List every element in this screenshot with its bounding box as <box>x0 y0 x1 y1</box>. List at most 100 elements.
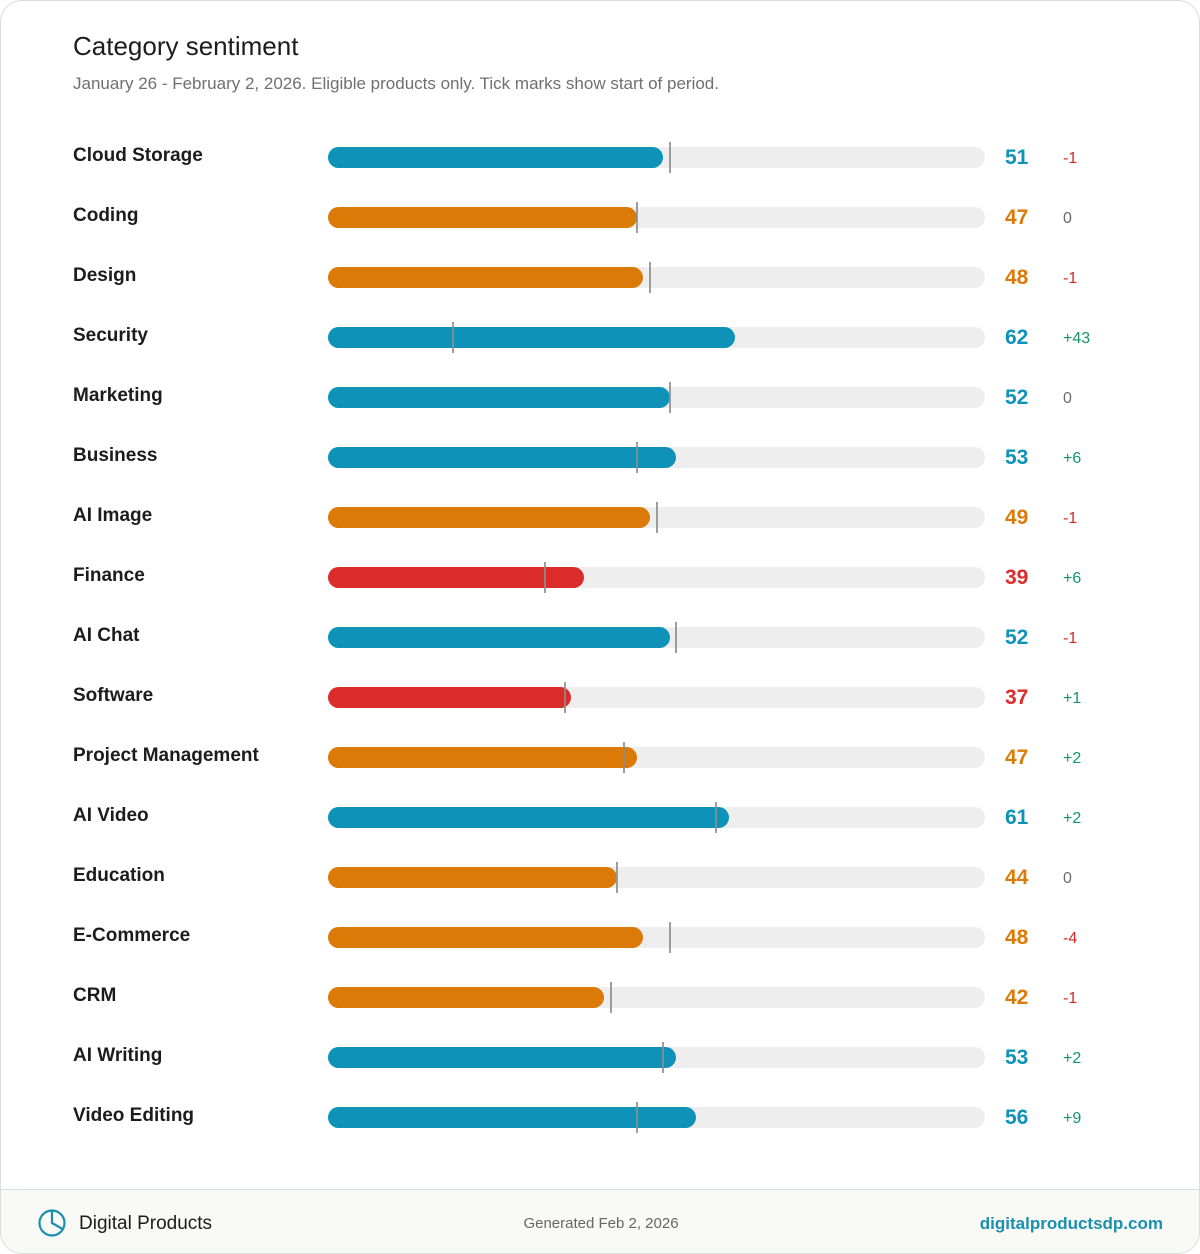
value-label: 44 <box>1005 866 1029 889</box>
bar-track <box>328 142 985 173</box>
bar-track <box>328 382 985 413</box>
change-label: +6 <box>1063 450 1082 467</box>
bar-track <box>328 322 985 353</box>
bar-fill <box>328 207 637 228</box>
start-tick <box>563 682 566 713</box>
bar-row: AI Writing 53 +2 <box>1 1027 1199 1087</box>
bar-row: Finance 39 +6 <box>1 547 1199 607</box>
start-tick <box>668 382 671 413</box>
category-label: AI Image <box>73 505 153 526</box>
chart-subtitle: January 26 - February 2, 2026. Eligible … <box>73 74 719 93</box>
bar-fill <box>328 1047 677 1068</box>
pie-chart-icon <box>38 1209 66 1237</box>
start-tick <box>655 502 658 533</box>
value-label: 42 <box>1005 986 1029 1009</box>
value-label: 56 <box>1005 1106 1029 1129</box>
change-label: -1 <box>1063 990 1078 1007</box>
category-label: Cloud Storage <box>73 145 203 166</box>
start-tick <box>648 262 651 293</box>
start-tick <box>635 442 638 473</box>
site-link[interactable]: digitalproductsdp.com <box>979 1214 1163 1233</box>
bar-row: Video Editing 56 +9 <box>1 1087 1199 1147</box>
bar-row: E-Commerce 48 -4 <box>1 907 1199 967</box>
bar-row: Business 53 +6 <box>1 427 1199 487</box>
bar-fill <box>328 627 670 648</box>
value-label: 47 <box>1005 746 1029 769</box>
bar-track <box>328 562 985 593</box>
start-tick <box>668 922 671 953</box>
change-label: +43 <box>1063 330 1091 347</box>
bar-fill <box>328 687 572 708</box>
bar-fill <box>328 867 618 888</box>
bar-track <box>328 682 985 713</box>
value-label: 37 <box>1005 686 1029 709</box>
bar-fill <box>328 507 650 528</box>
bar-track <box>328 1102 985 1133</box>
start-tick <box>609 982 612 1013</box>
value-label: 48 <box>1005 926 1029 949</box>
bar-row: AI Video 61 +2 <box>1 787 1199 847</box>
bar-row: CRM 42 -1 <box>1 967 1199 1027</box>
change-label: -1 <box>1063 510 1078 527</box>
value-label: 39 <box>1005 566 1029 589</box>
category-label: Education <box>73 865 165 886</box>
value-label: 48 <box>1005 266 1029 289</box>
bar-fill <box>328 807 729 828</box>
change-label: -1 <box>1063 630 1078 647</box>
value-label: 62 <box>1005 326 1029 349</box>
bar-row: AI Image 49 -1 <box>1 487 1199 547</box>
bar-track <box>328 262 985 293</box>
bar-track <box>328 922 985 953</box>
footer: Digital Products Generated Feb 2, 2026 d… <box>1 1189 1199 1253</box>
value-label: 53 <box>1005 446 1029 469</box>
bar-track <box>328 862 985 893</box>
value-label: 51 <box>1005 146 1029 169</box>
change-label: -4 <box>1063 930 1078 947</box>
bar-fill <box>328 447 677 468</box>
change-label: +1 <box>1063 690 1082 707</box>
change-label: 0 <box>1063 870 1072 887</box>
bar-track <box>328 982 985 1013</box>
bar-row: Project Management 47 +2 <box>1 727 1199 787</box>
bar-track <box>328 742 985 773</box>
start-tick <box>668 142 671 173</box>
value-label: 61 <box>1005 806 1029 829</box>
bar-fill <box>328 327 736 348</box>
bar-fill <box>328 987 604 1008</box>
generated-date: Generated Feb 2, 2026 <box>523 1215 679 1232</box>
category-label: Finance <box>73 565 145 586</box>
bar-row: Cloud Storage 51 -1 <box>1 127 1199 187</box>
value-label: 52 <box>1005 626 1029 649</box>
bar-track <box>328 442 985 473</box>
change-label: +9 <box>1063 1110 1082 1127</box>
bar-track <box>328 202 985 233</box>
category-label: Design <box>73 265 137 286</box>
bar-fill <box>328 1107 696 1128</box>
change-label: -1 <box>1063 150 1078 167</box>
change-label: +6 <box>1063 570 1082 587</box>
value-label: 49 <box>1005 506 1029 529</box>
change-label: -1 <box>1063 270 1078 287</box>
start-tick <box>714 802 717 833</box>
change-label: 0 <box>1063 390 1072 407</box>
bar-row: Marketing 52 0 <box>1 367 1199 427</box>
category-label: Software <box>73 685 154 706</box>
start-tick <box>543 562 546 593</box>
bar-track <box>328 502 985 533</box>
chart-title: Category sentiment <box>73 31 299 61</box>
bar-row: Education 44 0 <box>1 847 1199 907</box>
change-label: +2 <box>1063 750 1082 767</box>
bar-track <box>328 1042 985 1073</box>
category-label: AI Chat <box>73 625 140 646</box>
start-tick <box>635 202 638 233</box>
change-label: +2 <box>1063 810 1082 827</box>
category-label: Video Editing <box>73 1105 195 1126</box>
category-label: Project Management <box>73 745 259 766</box>
value-label: 47 <box>1005 206 1029 229</box>
change-label: 0 <box>1063 210 1072 227</box>
value-label: 52 <box>1005 386 1029 409</box>
category-label: E-Commerce <box>73 925 191 946</box>
category-label: AI Writing <box>73 1045 163 1066</box>
bar-row: Design 48 -1 <box>1 247 1199 307</box>
start-tick <box>635 1102 638 1133</box>
